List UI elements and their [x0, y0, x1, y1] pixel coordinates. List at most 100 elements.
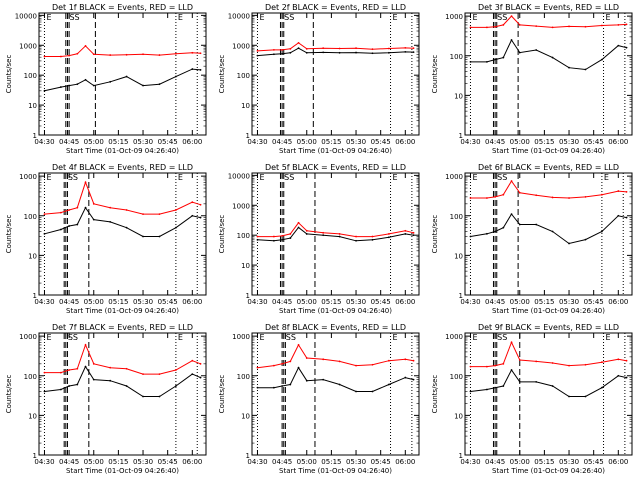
lld-point: [256, 235, 259, 238]
panel-det-6: Det 6f BLACK = Events, RED = LLD 1 10 100 10…: [431, 163, 633, 315]
x-tick-label: 05:15: [108, 458, 128, 466]
events-point: [494, 386, 497, 389]
lld-point: [109, 54, 112, 56]
top-marker-label: E: [259, 333, 264, 342]
plot-frame: [38, 332, 207, 456]
events-point: [191, 373, 194, 376]
lld-point: [273, 235, 275, 238]
lld-point: [305, 47, 308, 50]
lld-point: [584, 195, 587, 198]
x-tick-label: 05:15: [534, 298, 554, 306]
events-point: [322, 234, 325, 237]
top-marker-label: E: [472, 173, 477, 182]
events-point: [469, 390, 472, 393]
events-point: [584, 395, 587, 398]
top-marker-label: SS: [497, 333, 507, 342]
y-tick-label: 10: [454, 252, 463, 260]
x-tick-label: 05:30: [559, 298, 579, 306]
x-tick-label: 05:45: [371, 458, 391, 466]
x-axis-label: Start Time (01-Oct-09 04:26:40): [492, 307, 605, 315]
events-point: [494, 58, 497, 61]
lld-point: [355, 47, 357, 50]
y-tick-label: 1000: [445, 333, 463, 341]
events-point: [371, 390, 374, 393]
x-axis-label: Start Time (01-Oct-09 04:26:40): [492, 147, 605, 155]
top-marker-label: SS: [497, 173, 507, 182]
lld-point: [174, 52, 177, 55]
events-point: [502, 56, 505, 59]
x-tick-label: 05:00: [297, 298, 317, 306]
lld-point: [322, 47, 325, 50]
x-tick-label: 04:30: [460, 298, 480, 306]
x-tick-label: 05:45: [158, 298, 178, 306]
top-marker-label: E: [46, 13, 51, 22]
x-tick-label: 05:00: [510, 138, 530, 146]
events-point: [199, 69, 202, 71]
lld-point: [142, 53, 144, 56]
events-point: [174, 75, 177, 78]
lld-point: [158, 373, 161, 376]
y-tick-label: 10: [28, 252, 37, 260]
events-point: [494, 230, 497, 233]
events-point: [199, 216, 202, 219]
y-tick-label: 1: [459, 292, 463, 300]
y-tick-label: 100: [24, 72, 37, 80]
y-tick-label: 100: [450, 53, 463, 61]
events-point: [76, 383, 79, 386]
y-tick-label: 1000: [19, 42, 37, 50]
panel-det-7: Det 7f BLACK = Events, RED = LLD 1 10 100 10…: [5, 323, 207, 475]
lld-point: [191, 359, 194, 362]
panel-title: Det 9f BLACK = Events, RED = LLD: [478, 323, 619, 332]
lld-point: [125, 209, 128, 211]
lld-point: [551, 196, 554, 199]
plot-frame: [38, 172, 207, 296]
lld-point: [510, 341, 513, 344]
x-tick-label: 06:00: [182, 298, 202, 306]
lld-point: [568, 364, 570, 367]
x-axis-label: Start Time (01-Oct-09 04:26:40): [279, 467, 392, 475]
lld-point: [289, 233, 292, 235]
lld-point: [486, 365, 488, 368]
lld-point: [92, 362, 95, 365]
lld-point: [510, 15, 513, 18]
x-tick-label: 06:00: [608, 458, 628, 466]
events-point: [371, 238, 374, 241]
top-marker-label: E: [606, 13, 611, 22]
events-point: [617, 374, 620, 377]
x-axis-label: Start Time (01-Oct-09 04:26:40): [66, 307, 179, 315]
x-axis-label: Start Time (01-Oct-09 04:26:40): [66, 467, 179, 475]
y-axis-label: Counts/sec: [218, 55, 226, 94]
lld-point: [404, 229, 407, 232]
lld-point: [486, 26, 488, 29]
top-marker-label: E: [472, 13, 477, 22]
top-marker-label: SS: [497, 13, 507, 22]
lld-point: [617, 190, 620, 192]
x-tick-label: 05:15: [534, 138, 554, 146]
events-point: [404, 51, 407, 53]
y-tick-label: 1000: [232, 42, 250, 50]
events-point: [158, 235, 161, 238]
y-tick-label: 1: [33, 132, 37, 140]
events-point: [305, 233, 308, 235]
events-point: [355, 390, 357, 393]
y-tick-label: 10: [241, 412, 250, 420]
lld-point: [199, 362, 202, 365]
top-marker-label: SS: [284, 173, 294, 182]
lld-point: [535, 194, 538, 197]
top-marker-label: E: [606, 333, 611, 342]
events-point: [355, 239, 357, 242]
events-point: [273, 386, 275, 389]
x-tick-label: 05:30: [346, 458, 366, 466]
x-tick-label: 05:00: [84, 298, 104, 306]
events-point: [387, 383, 390, 386]
events-point: [355, 51, 357, 54]
y-tick-label: 1000: [19, 173, 37, 181]
events-point: [510, 213, 513, 216]
lld-point: [60, 371, 62, 374]
events-point: [60, 388, 62, 391]
top-marker-label: SS: [286, 333, 296, 342]
y-tick-label: 1000: [19, 333, 37, 341]
events-point: [600, 230, 603, 233]
lld-point: [494, 364, 497, 367]
events-point: [510, 39, 513, 41]
